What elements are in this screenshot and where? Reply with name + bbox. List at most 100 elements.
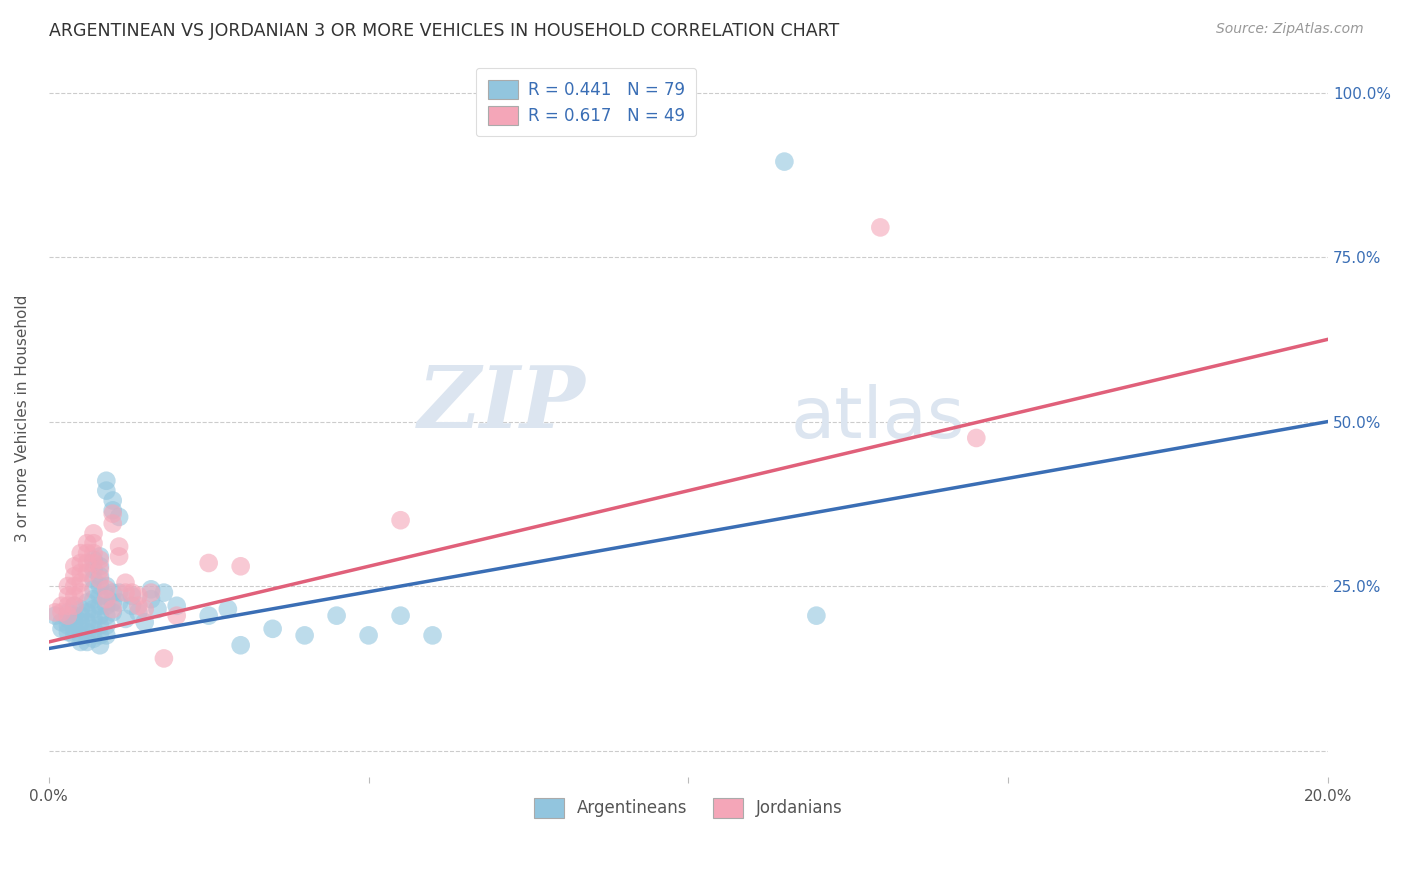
Point — [76, 595, 98, 609]
Point — [83, 552, 105, 566]
Point — [101, 507, 124, 521]
Point — [56, 599, 79, 613]
Point — [101, 503, 124, 517]
Point — [56, 608, 79, 623]
Point — [76, 556, 98, 570]
Point — [69, 615, 91, 630]
Point — [134, 602, 156, 616]
Point — [89, 552, 111, 566]
Point — [146, 602, 169, 616]
Legend: Argentineans, Jordanians: Argentineans, Jordanians — [526, 790, 851, 826]
Point — [96, 628, 118, 642]
Point — [121, 599, 143, 613]
Point — [69, 635, 91, 649]
Point — [89, 569, 111, 583]
Point — [63, 622, 86, 636]
Point — [139, 582, 162, 597]
Point — [76, 546, 98, 560]
Text: Source: ZipAtlas.com: Source: ZipAtlas.com — [1216, 22, 1364, 37]
Point — [197, 608, 219, 623]
Point — [134, 615, 156, 630]
Point — [96, 579, 118, 593]
Point — [83, 632, 105, 646]
Point — [44, 608, 66, 623]
Point — [83, 592, 105, 607]
Point — [89, 628, 111, 642]
Point — [294, 628, 316, 642]
Point — [114, 612, 136, 626]
Point — [89, 589, 111, 603]
Point — [96, 589, 118, 603]
Point — [83, 563, 105, 577]
Point — [69, 575, 91, 590]
Point — [422, 628, 444, 642]
Point — [69, 628, 91, 642]
Point — [96, 599, 118, 613]
Point — [63, 599, 86, 613]
Point — [89, 638, 111, 652]
Point — [83, 602, 105, 616]
Point — [51, 615, 73, 630]
Point — [96, 608, 118, 623]
Point — [63, 579, 86, 593]
Point — [166, 599, 188, 613]
Point — [83, 526, 105, 541]
Point — [357, 628, 380, 642]
Point — [44, 605, 66, 619]
Point — [89, 608, 111, 623]
Point — [773, 154, 796, 169]
Point — [96, 483, 118, 498]
Point — [89, 599, 111, 613]
Point — [83, 536, 105, 550]
Point — [76, 625, 98, 640]
Point — [96, 474, 118, 488]
Point — [127, 589, 149, 603]
Point — [139, 592, 162, 607]
Point — [96, 582, 118, 597]
Point — [56, 612, 79, 626]
Point — [51, 622, 73, 636]
Point — [63, 569, 86, 583]
Point — [89, 559, 111, 574]
Point — [806, 608, 828, 623]
Point — [389, 608, 412, 623]
Point — [153, 585, 176, 599]
Point — [96, 592, 118, 607]
Point — [63, 559, 86, 574]
Point — [83, 622, 105, 636]
Y-axis label: 3 or more Vehicles in Household: 3 or more Vehicles in Household — [15, 294, 30, 542]
Point — [69, 546, 91, 560]
Point — [83, 556, 105, 570]
Point — [89, 573, 111, 587]
Point — [217, 602, 239, 616]
Point — [262, 622, 284, 636]
Point — [63, 608, 86, 623]
Point — [139, 585, 162, 599]
Point — [114, 585, 136, 599]
Point — [325, 608, 347, 623]
Point — [965, 431, 987, 445]
Point — [121, 589, 143, 603]
Point — [166, 608, 188, 623]
Point — [89, 549, 111, 564]
Point — [101, 595, 124, 609]
Point — [69, 602, 91, 616]
Text: ARGENTINEAN VS JORDANIAN 3 OR MORE VEHICLES IN HOUSEHOLD CORRELATION CHART: ARGENTINEAN VS JORDANIAN 3 OR MORE VEHIC… — [49, 22, 839, 40]
Point — [56, 589, 79, 603]
Point — [76, 605, 98, 619]
Point — [51, 599, 73, 613]
Point — [69, 556, 91, 570]
Point — [63, 615, 86, 630]
Point — [56, 579, 79, 593]
Point — [101, 516, 124, 531]
Point — [108, 510, 131, 524]
Point — [83, 546, 105, 560]
Point — [101, 602, 124, 616]
Point — [89, 563, 111, 577]
Point — [108, 540, 131, 554]
Point — [83, 582, 105, 597]
Point — [63, 599, 86, 613]
Point — [101, 493, 124, 508]
Point — [101, 585, 124, 599]
Point — [76, 615, 98, 630]
